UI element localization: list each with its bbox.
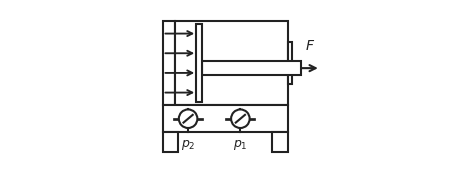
Bar	[174, 21, 288, 105]
Circle shape	[231, 109, 250, 128]
Bar	[202, 61, 301, 75]
Text: F: F	[306, 39, 314, 53]
Circle shape	[179, 109, 197, 128]
Text: $p_2$: $p_2$	[181, 138, 195, 152]
Bar	[288, 42, 292, 84]
Bar	[163, 21, 174, 105]
Bar	[273, 132, 288, 152]
Bar	[196, 24, 202, 102]
Bar	[163, 132, 178, 152]
Bar	[163, 105, 288, 132]
Text: $p_1$: $p_1$	[233, 138, 248, 152]
